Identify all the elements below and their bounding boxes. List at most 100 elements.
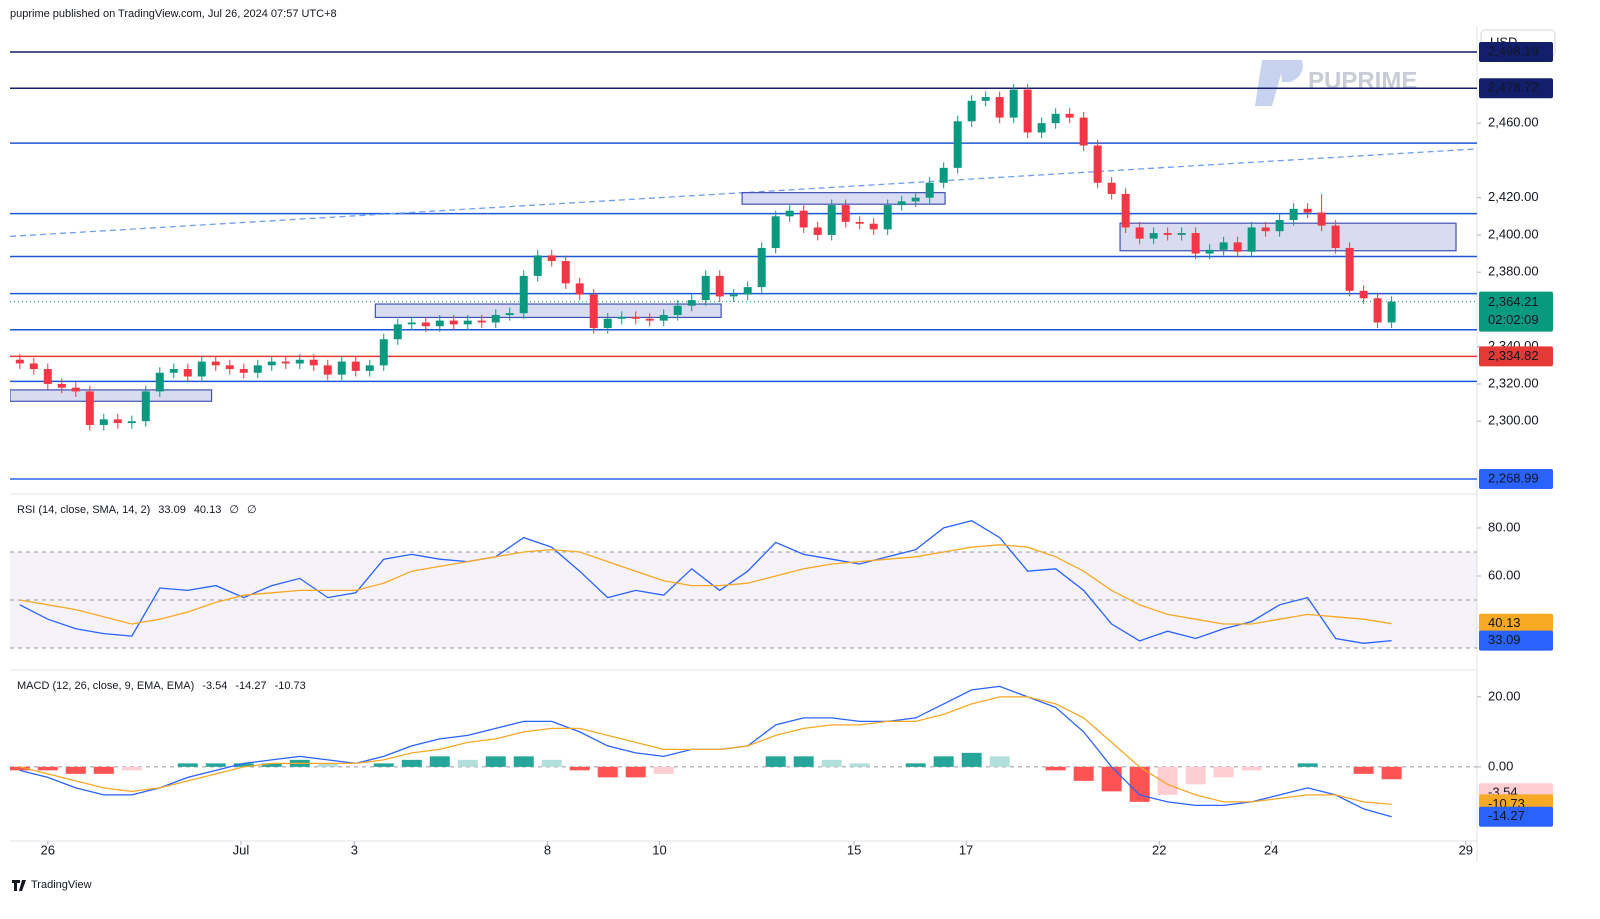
- histogram-bar: [821, 759, 842, 767]
- histogram-bar: [1185, 766, 1206, 785]
- histogram-bar: [513, 756, 534, 767]
- indicator-title: RSI (14, close, SMA, 14, 2): [17, 504, 150, 516]
- level-label: 2,268.99: [1488, 470, 1539, 485]
- indicator-value: -3.54: [202, 680, 227, 692]
- candle-body: [701, 275, 710, 301]
- x-tick-label: 29: [1459, 842, 1473, 857]
- publisher: puprime published on TradingView.com, Ju…: [10, 8, 337, 20]
- candle-body: [925, 182, 934, 198]
- y-tick-label: 20.00: [1488, 688, 1521, 703]
- candle-body: [407, 322, 416, 325]
- candle-body: [337, 361, 346, 375]
- candle-body: [281, 361, 290, 364]
- x-tick-label: 15: [847, 842, 861, 857]
- zone: [1119, 222, 1457, 252]
- candle-body: [351, 361, 360, 371]
- histogram-bar: [1101, 766, 1122, 792]
- candle-body: [771, 216, 780, 248]
- candle-body: [673, 305, 682, 316]
- candle-body: [799, 210, 808, 228]
- candle-body: [1023, 89, 1032, 133]
- level-label-bg: [1479, 42, 1553, 63]
- rsi-band: [10, 551, 1477, 649]
- x-tick-label: Jul: [233, 842, 250, 857]
- brand-logo: [12, 880, 26, 891]
- macd-line: [19, 696, 1392, 806]
- candle-body: [309, 359, 318, 366]
- histogram-bar: [541, 759, 562, 767]
- candle-body: [197, 361, 206, 377]
- histogram-bar: [1045, 766, 1066, 771]
- candle-body: [211, 361, 220, 366]
- candle-body: [1205, 249, 1214, 254]
- histogram-bar: [989, 756, 1010, 767]
- candle-body: [1065, 113, 1074, 118]
- candle-body: [911, 197, 920, 202]
- rsi-line: [19, 544, 1392, 625]
- candle-body: [575, 283, 584, 295]
- y-tick-label: 0.00: [1488, 758, 1513, 773]
- countdown: 02:02:09: [1488, 312, 1539, 327]
- histogram-bar: [373, 763, 394, 767]
- histogram-bar: [1129, 766, 1150, 802]
- histogram-bar: [1353, 766, 1374, 774]
- candle-body: [1135, 227, 1144, 239]
- candle-body: [967, 100, 976, 122]
- candle-body: [127, 421, 136, 424]
- histogram-bar: [457, 759, 478, 767]
- indicator-title: MACD (12, 26, close, 9, EMA, EMA): [17, 680, 194, 692]
- candle-body: [15, 359, 24, 364]
- level-label-bg: [1479, 468, 1553, 489]
- rsi-last-label: 40.13: [1488, 615, 1521, 630]
- candle-body: [1247, 227, 1256, 252]
- candle-body: [253, 365, 262, 373]
- candle-body: [1149, 233, 1158, 239]
- candle-body: [547, 255, 556, 261]
- candle-body: [1303, 208, 1312, 213]
- y-tick-label: 2,400.00: [1488, 226, 1539, 241]
- indicator-value: 40.13: [194, 504, 222, 516]
- watermark-logo: [1255, 60, 1303, 106]
- histogram-bar: [485, 756, 506, 767]
- histogram-bar: [933, 756, 954, 767]
- histogram-bar: [93, 766, 114, 774]
- y-tick-label: 2,300.00: [1488, 413, 1539, 428]
- macd-pane: [10, 685, 1477, 818]
- candle-body: [813, 227, 822, 235]
- candle-body: [1009, 89, 1018, 118]
- macd-last-label: -14.27: [1488, 808, 1525, 823]
- x-tick-label: 17: [959, 842, 973, 857]
- candle-body: [883, 205, 892, 230]
- candle-body: [1261, 227, 1270, 232]
- indicator-value: ∅: [247, 504, 257, 516]
- candle-body: [785, 210, 794, 217]
- candle-body: [827, 205, 836, 235]
- candle-body: [1191, 233, 1200, 254]
- candle-body: [533, 255, 542, 276]
- histogram-bar: [37, 766, 58, 771]
- histogram-bar: [177, 763, 198, 767]
- histogram-bar: [121, 766, 142, 771]
- candle-body: [155, 372, 164, 392]
- histogram-bar: [233, 763, 254, 767]
- histogram-bar: [1241, 766, 1262, 771]
- axes: 2,460.002,420.002,400.002,380.002,340.00…: [17, 42, 1553, 857]
- candle-body: [743, 287, 752, 295]
- level-label: 2,498.19: [1488, 43, 1539, 58]
- candle-body: [1331, 225, 1340, 248]
- candle-body: [729, 294, 738, 297]
- candle-body: [239, 369, 248, 373]
- candle-body: [687, 300, 696, 306]
- indicator-value: -10.73: [275, 680, 306, 692]
- histogram-bar: [1213, 766, 1234, 778]
- candle-body: [323, 365, 332, 375]
- candle-body: [897, 201, 906, 206]
- x-tick-label: 24: [1264, 842, 1278, 857]
- candle-body: [1289, 208, 1298, 221]
- histogram-bar: [765, 756, 786, 767]
- x-tick-label: 22: [1152, 842, 1166, 857]
- candle-body: [1037, 123, 1046, 133]
- candle-body: [561, 261, 570, 284]
- indicator-value: 33.09: [158, 504, 186, 516]
- candle-body: [939, 167, 948, 183]
